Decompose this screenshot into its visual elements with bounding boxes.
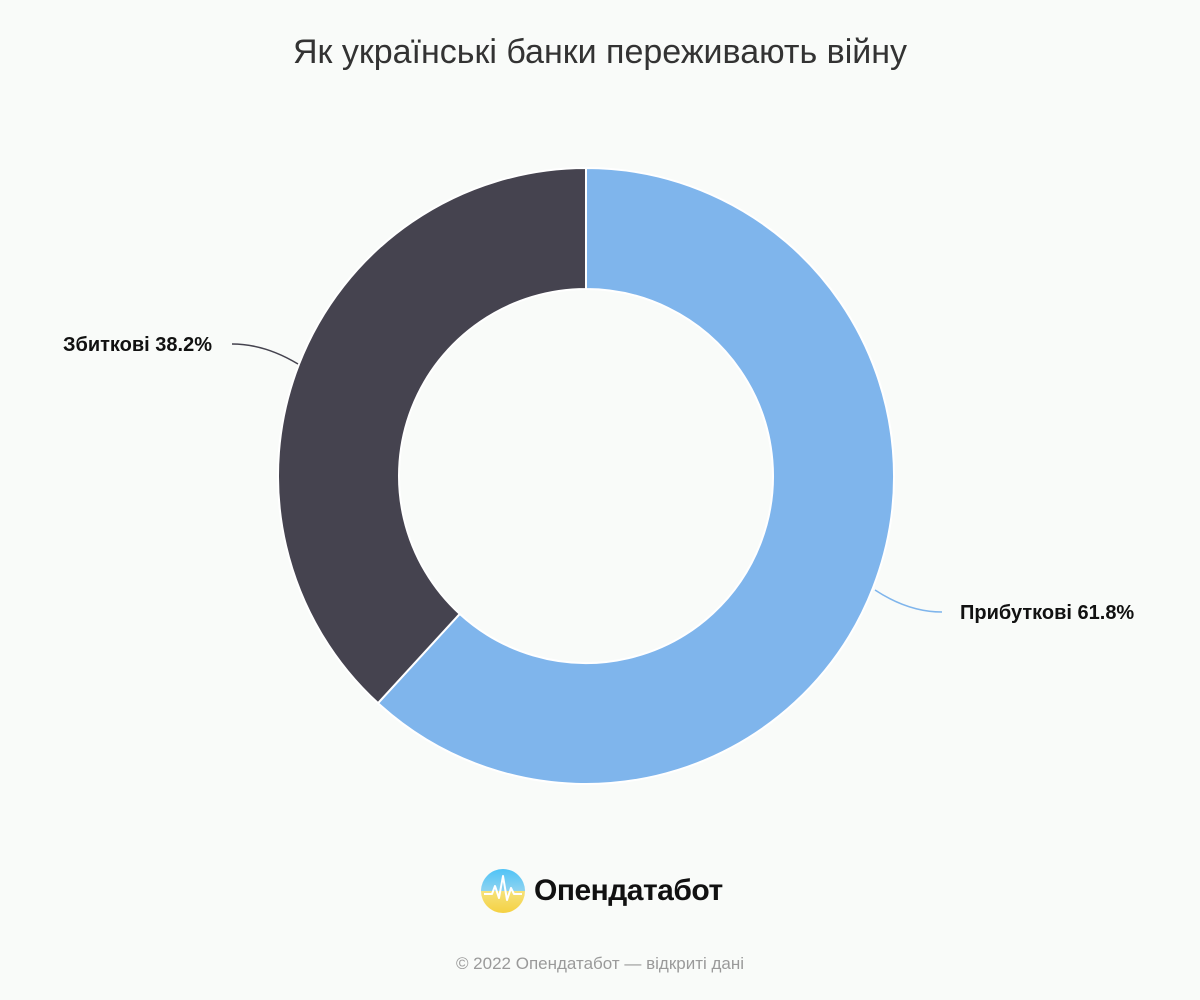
slice-label-0: Прибуткові 61.8% bbox=[960, 602, 1134, 624]
donut-slice-0 bbox=[376, 166, 895, 785]
slice-label-1: Збиткові 38.2% bbox=[63, 334, 212, 356]
opendatabot-logo-icon bbox=[481, 869, 525, 913]
brand-name: Опендатабот bbox=[534, 874, 723, 907]
footer-text: © 2022 Опендатабот — відкриті дані bbox=[455, 954, 745, 973]
donut-slice-1 bbox=[277, 166, 587, 705]
chart-title: Як українські банки переживають війну bbox=[292, 33, 908, 71]
brand-logo: Опендатабот bbox=[480, 866, 723, 916]
connector-line-0 bbox=[874, 589, 943, 613]
connector-line-1 bbox=[231, 343, 299, 365]
